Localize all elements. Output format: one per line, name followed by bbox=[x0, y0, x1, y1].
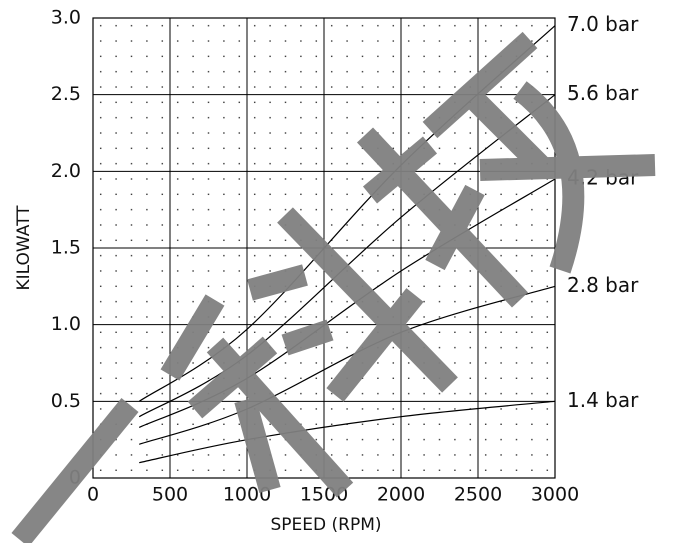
y-tick-label: 0.5 bbox=[51, 390, 81, 412]
y-tick-label: 3.0 bbox=[51, 7, 81, 29]
series-line bbox=[139, 400, 556, 464]
x-tick-label: 3000 bbox=[531, 484, 579, 506]
x-tick-label: 0 bbox=[87, 484, 99, 506]
series-label: 2.8 bar bbox=[567, 273, 639, 297]
series-label: 7.0 bar bbox=[567, 12, 639, 36]
series-line bbox=[139, 285, 556, 445]
y-tick-label: 1.0 bbox=[51, 313, 81, 335]
y-tick-label: 1.5 bbox=[51, 237, 81, 259]
x-tick-label: 500 bbox=[152, 484, 188, 506]
x-tick-label: 2000 bbox=[377, 484, 425, 506]
series-label: 5.6 bar bbox=[567, 81, 639, 105]
y-tick-label: 2.0 bbox=[51, 160, 81, 182]
watermark bbox=[11, 31, 656, 547]
series-label: 1.4 bar bbox=[567, 388, 639, 412]
x-tick-label: 2500 bbox=[454, 484, 502, 506]
y-tick-label: 2.5 bbox=[51, 83, 81, 105]
x-axis-title: SPEED (RPM) bbox=[270, 515, 381, 535]
y-axis-title: KILOWATT bbox=[14, 205, 34, 291]
